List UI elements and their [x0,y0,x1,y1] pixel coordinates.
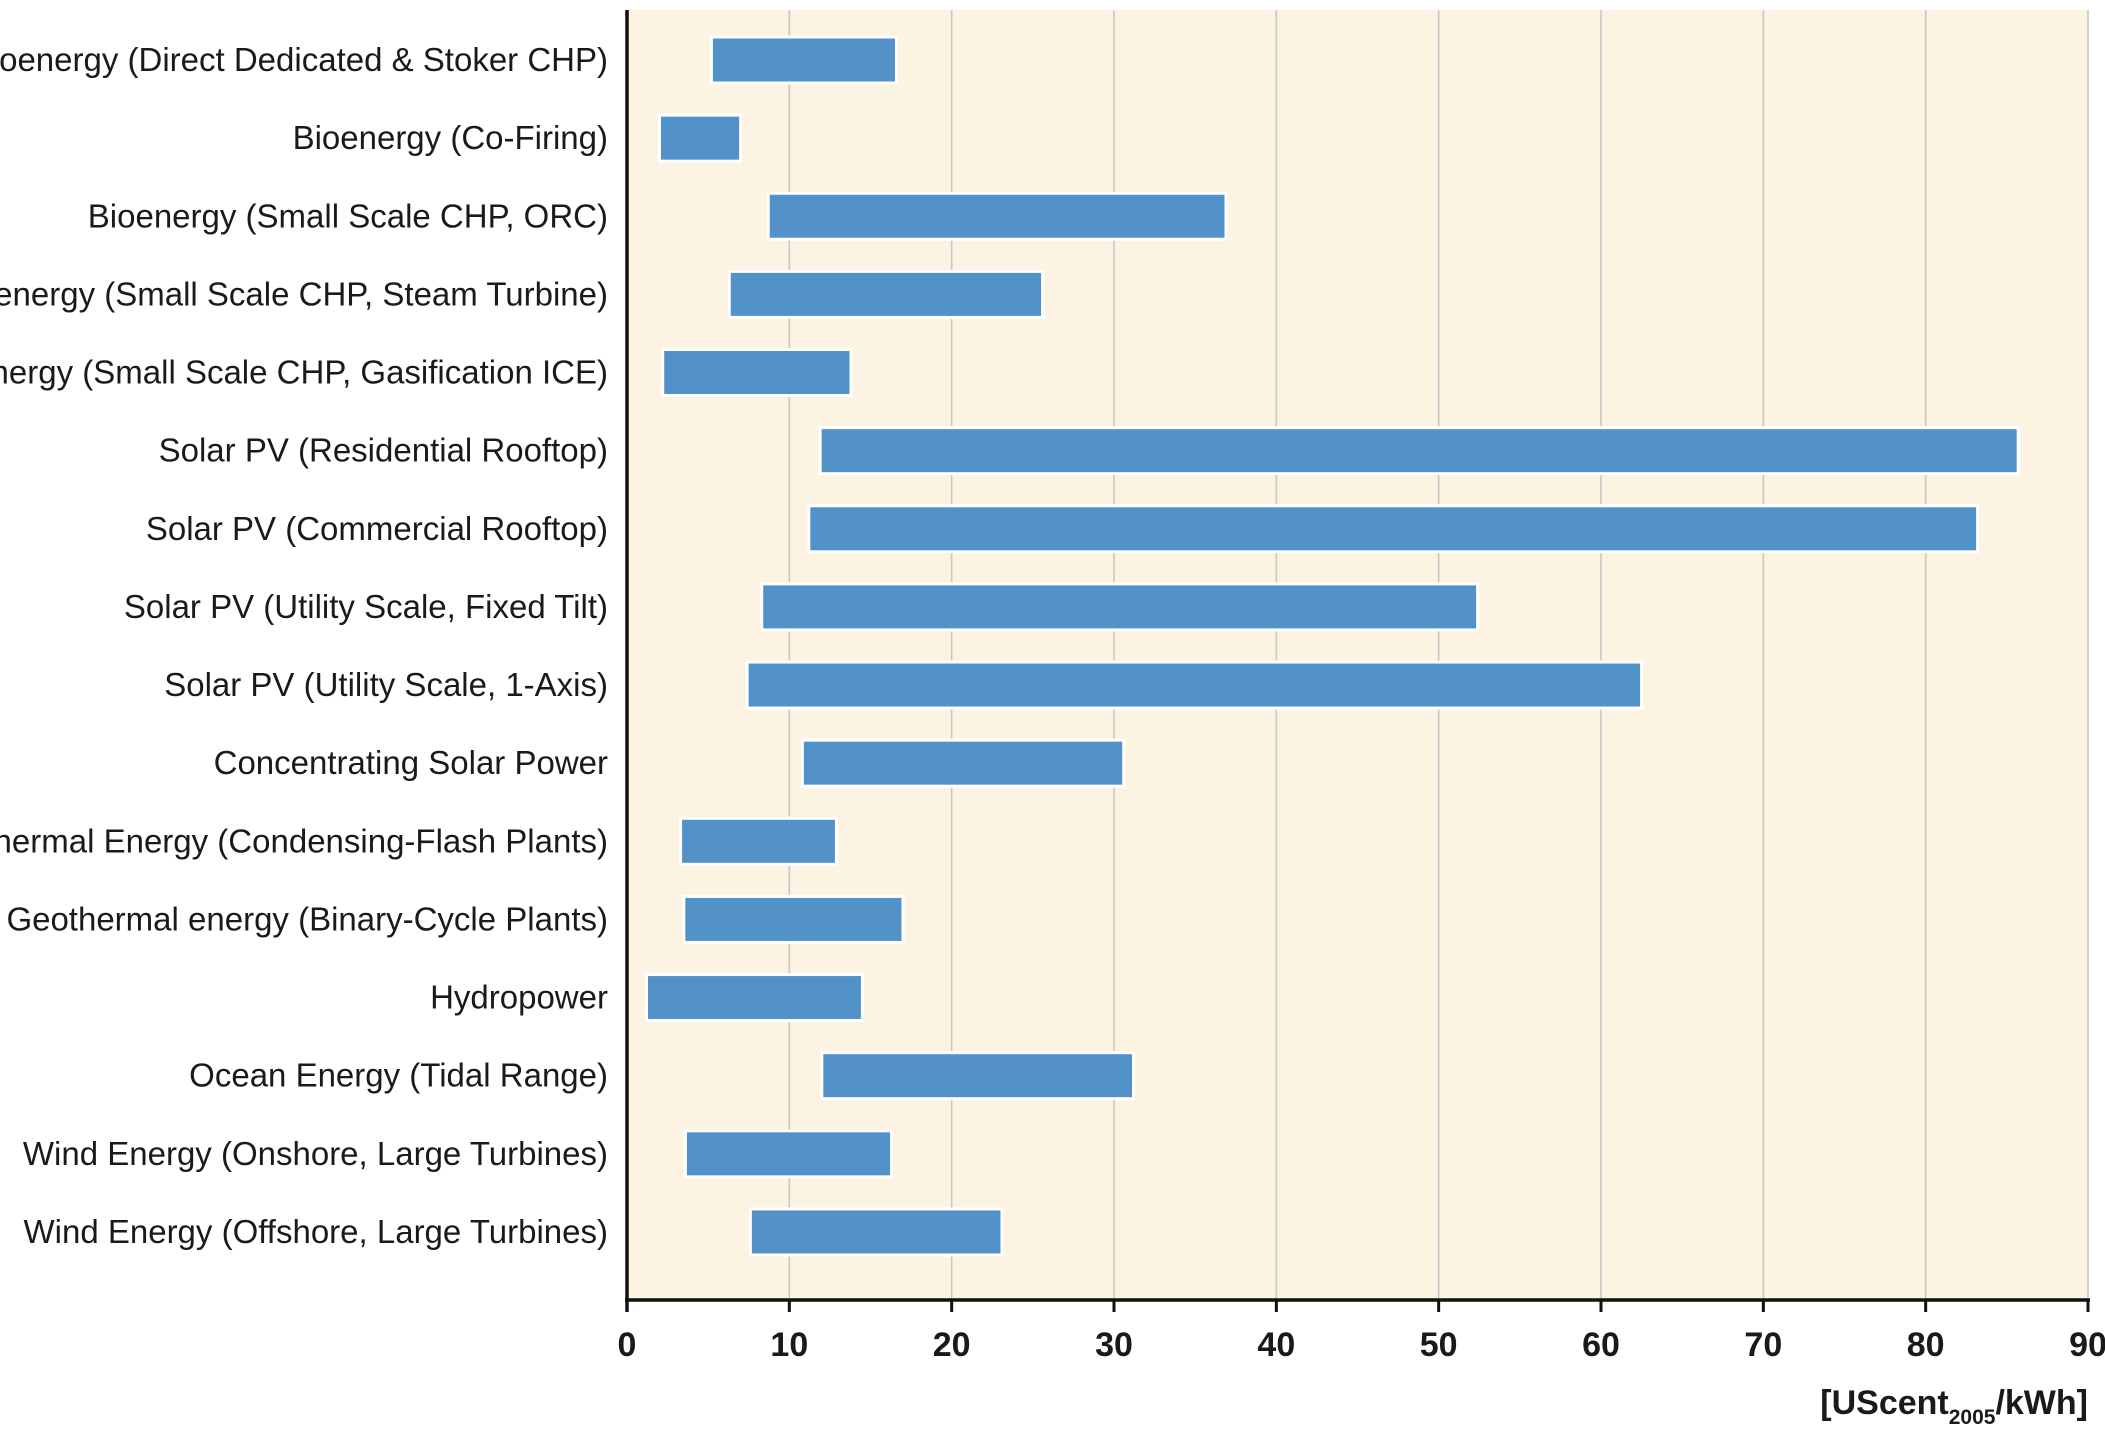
category-label-bioenergy-small-scale-chp-steam-turbine: Bioenergy (Small Scale CHP, Steam Turbin… [0,275,608,312]
x-tick-label-70: 70 [1744,1326,1782,1364]
category-label-bioenergy-co-firing: Bioenergy (Co-Firing) [293,119,608,156]
x-tick-label-20: 20 [933,1326,971,1364]
bar-geothermal-energy-binary-cycle-plants [682,894,905,944]
x-tick-label-50: 50 [1420,1326,1458,1364]
x-tick-label-60: 60 [1582,1326,1620,1364]
bar-concentrating-solar-power [800,738,1126,788]
category-label-bioenergy-small-scale-chp-gasification-ice: Bioenergy (Small Scale CHP, Gasification… [0,354,608,391]
x-tick-label-40: 40 [1257,1326,1295,1364]
category-label-geothermal-energy-binary-cycle-plants: Geothermal energy (Binary-Cycle Plants) [6,900,608,937]
axes [625,10,2090,1312]
bar-bioenergy-small-scale-chp-gasification-ice [661,348,853,398]
bar-wind-energy-offshore-large-turbines [748,1207,1004,1257]
category-label-concentrating-solar-power: Concentrating Solar Power [214,744,608,781]
category-label-bioenergy-direct-dedicated-stoker-chp: Bioenergy (Direct Dedicated & Stoker CHP… [0,41,608,78]
x-tick-labels: 0 10 20 30 40 50 60 70 80 90 [618,1326,2105,1364]
bar-bioenergy-co-firing [657,113,743,163]
x-tick-label-30: 30 [1095,1326,1133,1364]
x-axis-unit-label: [UScent2005/kWh] [1820,1384,2088,1429]
bar-geothermal-energy-condensing-flash-plants [679,816,838,866]
category-label-solar-pv-utility-scale-1-axis: Solar PV (Utility Scale, 1-Axis) [164,666,608,703]
x-tick-label-0: 0 [618,1326,637,1364]
category-label-solar-pv-commercial-rooftop: Solar PV (Commercial Rooftop) [146,510,608,547]
bar-bioenergy-direct-dedicated-stoker-chp [709,35,898,85]
bar-wind-energy-onshore-large-turbines [683,1129,894,1179]
x-tick-label-80: 80 [1907,1326,1945,1364]
category-label-ocean-energy-tidal-range: Ocean Energy (Tidal Range) [189,1057,608,1094]
x-tick-label-10: 10 [770,1326,808,1364]
bar-bioenergy-small-scale-chp-steam-turbine [727,269,1045,319]
category-labels: Bioenergy (Direct Dedicated & Stoker CHP… [0,41,608,1250]
bar-hydropower [644,973,864,1023]
bar-solar-pv-utility-scale-1-axis [745,660,1644,710]
category-label-hydropower: Hydropower [430,979,608,1016]
bars [644,35,2020,1257]
category-label-wind-energy-offshore-large-turbines: Wind Energy (Offshore, Large Turbines) [24,1213,609,1250]
category-label-wind-energy-onshore-large-turbines: Wind Energy (Onshore, Large Turbines) [23,1135,608,1172]
bar-solar-pv-residential-rooftop [818,426,2020,476]
bar-bioenergy-small-scale-chp-orc [766,191,1228,241]
category-label-solar-pv-residential-rooftop: Solar PV (Residential Rooftop) [159,432,608,469]
category-label-bioenergy-small-scale-chp-orc: Bioenergy (Small Scale CHP, ORC) [88,197,608,234]
category-label-geothermal-energy-condensing-flash-plants: Geothermal Energy (Condensing-Flash Plan… [0,822,608,859]
bar-solar-pv-commercial-rooftop [807,504,1980,554]
category-label-solar-pv-utility-scale-fixed-tilt: Solar PV (Utility Scale, Fixed Tilt) [124,588,608,625]
bar-solar-pv-utility-scale-fixed-tilt [760,582,1480,632]
bar-ocean-energy-tidal-range [820,1051,1135,1101]
x-tick-label-90: 90 [2069,1326,2105,1364]
